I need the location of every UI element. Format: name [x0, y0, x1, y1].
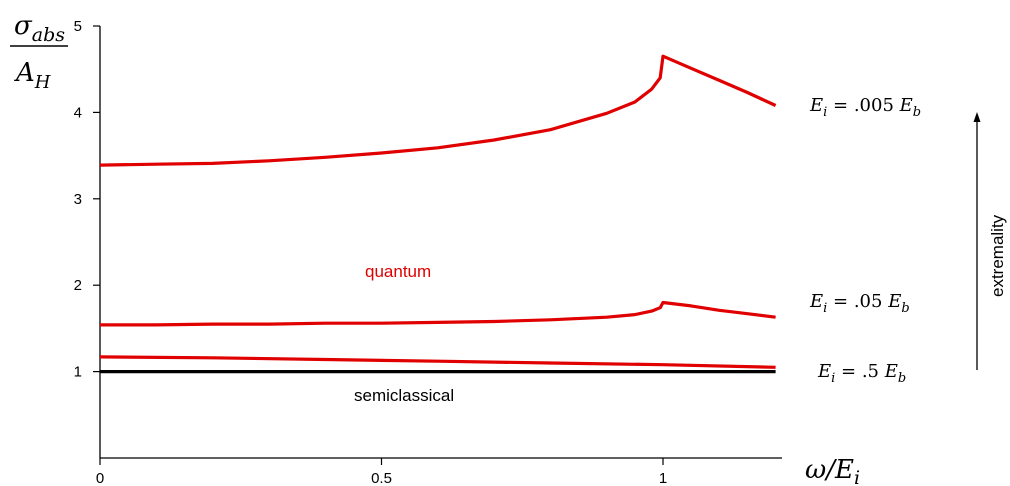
series-line-1	[100, 300, 776, 327]
x-tick-label: 1	[659, 470, 667, 486]
axis-ticks: 0 0.5 1 1 2 3 4 5	[74, 18, 668, 486]
ylabel-denominator: A	[14, 58, 35, 88]
extremality-arrow-head	[973, 112, 981, 122]
x-axis-label: ω/Ei	[805, 455, 860, 486]
quantum-label: quantum	[365, 262, 431, 281]
y-tick-label: 4	[74, 104, 82, 121]
svg-text:AH: AH	[14, 58, 51, 93]
svg-text:σabs: σabs	[14, 11, 65, 46]
x-tick-label: 0	[96, 470, 104, 486]
series-line-0	[99, 54, 777, 167]
ylabel-numerator: σ	[14, 11, 33, 41]
extremality-label: extremality	[988, 214, 1007, 297]
extremality-arrow	[973, 112, 981, 370]
curve-label-05: Ei = .5 Eb	[817, 361, 906, 386]
x-tick-label: 0.5	[371, 470, 392, 486]
y-tick-label: 1	[74, 364, 82, 381]
series-line-2	[99, 355, 776, 369]
y-axis-label: σabs AH	[10, 11, 68, 93]
curve-label-005: Ei = .05 Eb	[809, 291, 910, 316]
semiclassical-label: semiclassical	[354, 386, 454, 405]
xlabel-main: ω/E	[805, 455, 854, 485]
curve-label-0005: Ei = .005 Eb	[809, 95, 921, 120]
y-tick-label: 3	[74, 191, 82, 208]
y-tick-label: 5	[74, 18, 82, 35]
ylabel-denominator-sub: H	[34, 72, 51, 93]
y-tick-label: 2	[74, 277, 82, 294]
xlabel-sub: i	[854, 467, 860, 486]
series-group	[99, 54, 777, 374]
ylabel-numerator-sub: abs	[32, 24, 65, 46]
